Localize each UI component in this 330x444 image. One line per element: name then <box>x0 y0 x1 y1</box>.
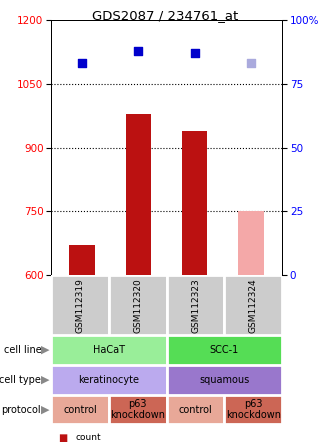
Text: cell type: cell type <box>0 375 41 385</box>
Text: GSM112324: GSM112324 <box>249 278 258 333</box>
Text: protocol: protocol <box>2 404 41 415</box>
Text: keratinocyte: keratinocyte <box>79 375 139 385</box>
Bar <box>167 365 282 395</box>
Text: p63
knockdown: p63 knockdown <box>226 399 281 420</box>
Bar <box>51 395 109 424</box>
Bar <box>224 395 282 424</box>
Point <box>248 60 254 67</box>
Bar <box>239 211 264 275</box>
Text: squamous: squamous <box>199 375 249 385</box>
Text: ▶: ▶ <box>41 404 50 415</box>
Text: ▶: ▶ <box>41 375 50 385</box>
Text: ■: ■ <box>58 433 67 443</box>
Bar <box>51 275 109 335</box>
Bar <box>126 114 151 275</box>
Text: HaCaT: HaCaT <box>93 345 125 355</box>
Bar <box>109 275 167 335</box>
Text: GSM112320: GSM112320 <box>133 278 142 333</box>
Text: count: count <box>76 433 102 442</box>
Text: GSM112319: GSM112319 <box>76 278 84 333</box>
Text: cell line: cell line <box>4 345 41 355</box>
Bar <box>51 365 167 395</box>
Point <box>136 47 141 54</box>
Bar <box>182 131 208 275</box>
Bar <box>109 395 167 424</box>
Bar <box>167 335 282 365</box>
Text: p63
knockdown: p63 knockdown <box>110 399 165 420</box>
Bar <box>167 395 224 424</box>
Bar <box>167 275 224 335</box>
Text: GDS2087 / 234761_at: GDS2087 / 234761_at <box>92 9 238 22</box>
Bar <box>69 246 95 275</box>
Text: ▶: ▶ <box>41 345 50 355</box>
Text: control: control <box>63 404 97 415</box>
Point <box>192 50 197 57</box>
Bar <box>51 335 167 365</box>
Text: SCC-1: SCC-1 <box>210 345 239 355</box>
Text: GSM112323: GSM112323 <box>191 278 200 333</box>
Bar <box>224 275 282 335</box>
Text: control: control <box>179 404 213 415</box>
Point <box>80 60 85 67</box>
